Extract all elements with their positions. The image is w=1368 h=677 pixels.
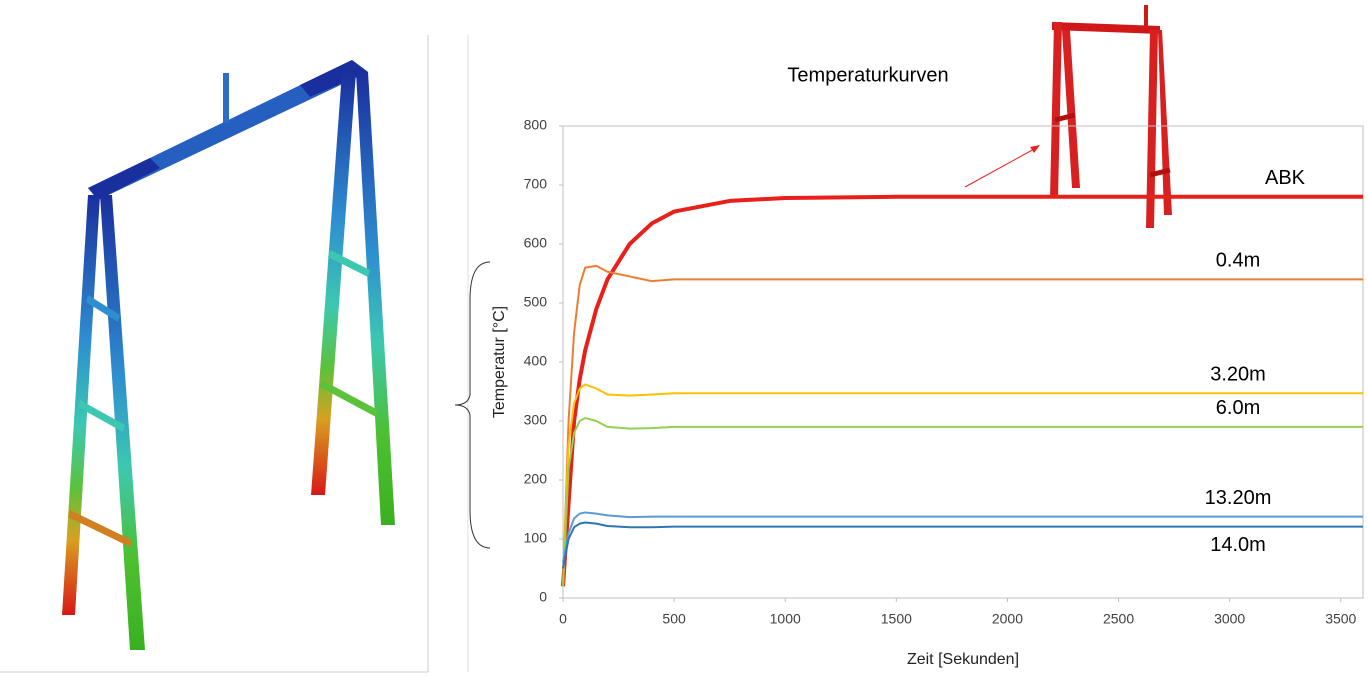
y-tick-label: 600 (524, 235, 548, 251)
x-tick-label: 0 (559, 611, 567, 627)
y-axis-title: Temperatur [°C] (491, 306, 508, 418)
series-label: ABK (1265, 167, 1306, 189)
y-tick-label: 100 (524, 530, 548, 546)
series-label: 6.0m (1216, 397, 1260, 419)
y-tick-label: 500 (524, 294, 548, 310)
y-tick-label: 400 (524, 353, 548, 369)
series-label: 14.0m (1210, 534, 1266, 556)
x-tick-label: 3000 (1214, 611, 1245, 627)
frame-render (0, 35, 490, 672)
x-tick-label: 1500 (881, 611, 912, 627)
chart-title: Temperaturkurven (787, 64, 948, 86)
y-tick-label: 300 (524, 412, 548, 428)
x-axis-title: Zeit [Sekunden] (907, 651, 1019, 668)
series-label: 3.20m (1210, 364, 1266, 386)
y-tick-label: 200 (524, 471, 548, 487)
figure: Temperaturkurven Zeit [Sekunden] Tempera… (0, 0, 1368, 677)
series-label: 13.20m (1205, 487, 1272, 509)
series-label: 0.4m (1216, 250, 1260, 272)
x-tick-label: 1000 (770, 611, 801, 627)
y-tick-label: 700 (524, 176, 548, 192)
y-tick-label: 800 (524, 117, 548, 133)
y-tick-label: 0 (539, 589, 547, 605)
x-tick-label: 2500 (1103, 611, 1134, 627)
inset-frame (965, 5, 1172, 228)
x-tick-label: 500 (662, 611, 686, 627)
x-tick-label: 3500 (1325, 611, 1356, 627)
x-tick-label: 2000 (992, 611, 1023, 627)
